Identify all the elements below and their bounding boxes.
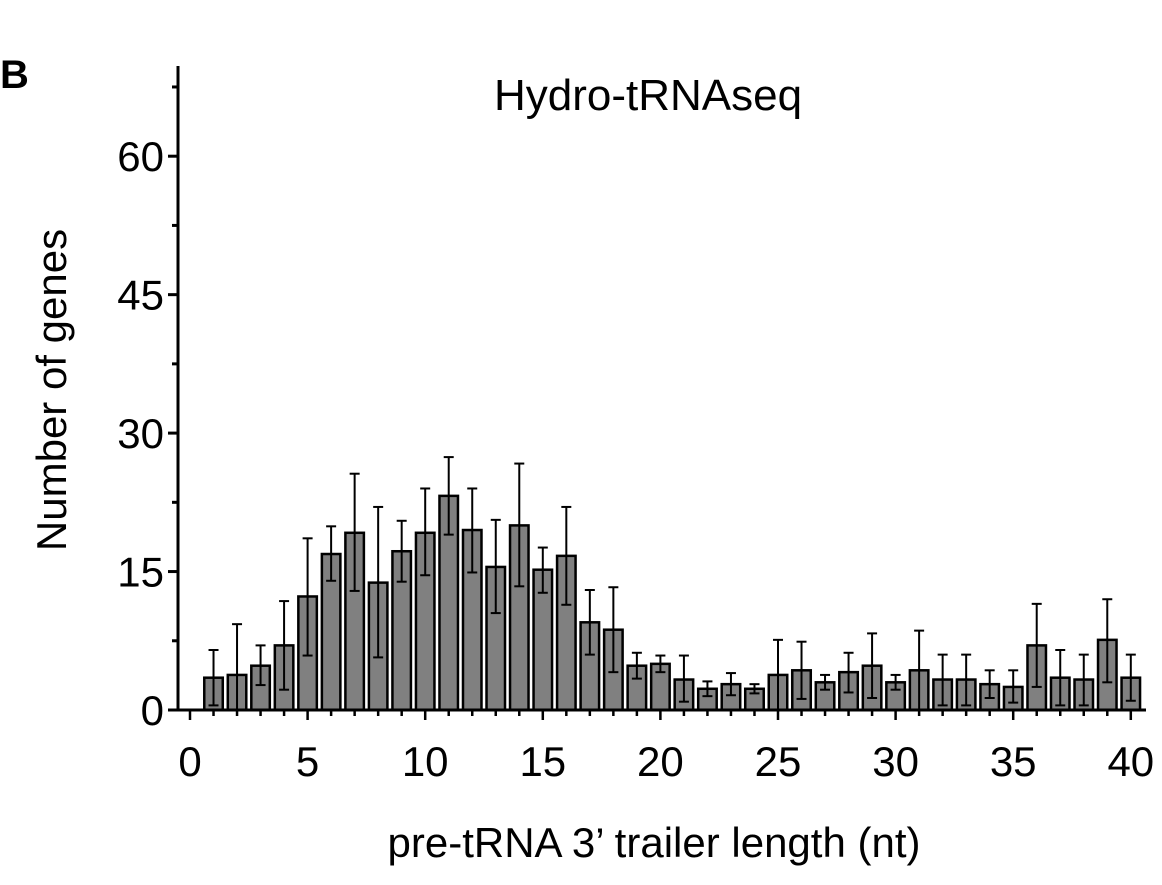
y-tick-label: 60 xyxy=(117,133,164,180)
panel-label: B xyxy=(0,53,29,97)
error-bar xyxy=(984,669,995,700)
error-bar xyxy=(302,537,313,657)
error-bar xyxy=(490,518,501,615)
error-bar xyxy=(537,546,548,594)
x-ticks-group: 0 5 10 15 20 25 30 35 40 xyxy=(178,710,1154,785)
error-bar xyxy=(890,673,901,691)
error-bar xyxy=(1008,669,1019,704)
error-bar xyxy=(326,525,337,582)
y-tick-label: 15 xyxy=(117,549,164,596)
error-bar xyxy=(208,649,219,707)
error-bar xyxy=(1031,602,1042,688)
x-tick-label: 35 xyxy=(990,738,1037,785)
error-bar xyxy=(279,600,290,691)
error-bar xyxy=(608,586,619,674)
error-bar xyxy=(961,653,972,707)
error-bar xyxy=(725,672,736,697)
error-bars-group xyxy=(208,456,1136,711)
x-tick-label: 0 xyxy=(178,738,201,785)
error-bar xyxy=(1102,598,1113,684)
error-bar xyxy=(255,644,266,687)
chart-title: Hydro-tRNAseq xyxy=(494,71,802,120)
x-tick-label: 10 xyxy=(402,738,449,785)
error-bar xyxy=(796,640,807,700)
error-bar xyxy=(1078,653,1089,707)
error-bar xyxy=(467,487,478,574)
x-tick-label: 40 xyxy=(1107,738,1154,785)
error-bar xyxy=(843,651,854,694)
x-tick-label: 30 xyxy=(872,738,919,785)
y-tick-label: 45 xyxy=(117,272,164,319)
error-bar xyxy=(867,632,878,700)
error-bar xyxy=(443,456,454,536)
error-bar xyxy=(561,505,572,606)
x-tick-label: 25 xyxy=(755,738,802,785)
y-tick-label: 30 xyxy=(117,410,164,457)
error-bar xyxy=(820,673,831,691)
x-axis-label: pre-tRNA 3’ trailer length (nt) xyxy=(388,819,921,866)
x-tick-label: 5 xyxy=(296,738,319,785)
error-bar xyxy=(749,683,760,695)
bars-group xyxy=(203,494,1142,712)
error-bar xyxy=(373,505,384,659)
error-bar xyxy=(655,654,666,674)
y-ticks-group: 0 15 30 45 60 xyxy=(117,85,178,734)
x-tick-label: 20 xyxy=(637,738,684,785)
error-bar xyxy=(420,487,431,577)
error-bar xyxy=(937,653,948,707)
error-bar xyxy=(584,589,595,656)
error-bar xyxy=(349,472,360,592)
error-bar xyxy=(678,654,689,703)
x-tick-label: 15 xyxy=(519,738,566,785)
error-bar xyxy=(1125,653,1136,702)
error-bar xyxy=(702,680,713,698)
y-axis-label: Number of genes xyxy=(28,229,75,551)
y-tick-label: 0 xyxy=(141,687,164,734)
error-bar xyxy=(631,651,642,680)
error-bar xyxy=(1055,649,1066,707)
error-bar xyxy=(396,519,407,583)
error-bar xyxy=(514,462,525,588)
